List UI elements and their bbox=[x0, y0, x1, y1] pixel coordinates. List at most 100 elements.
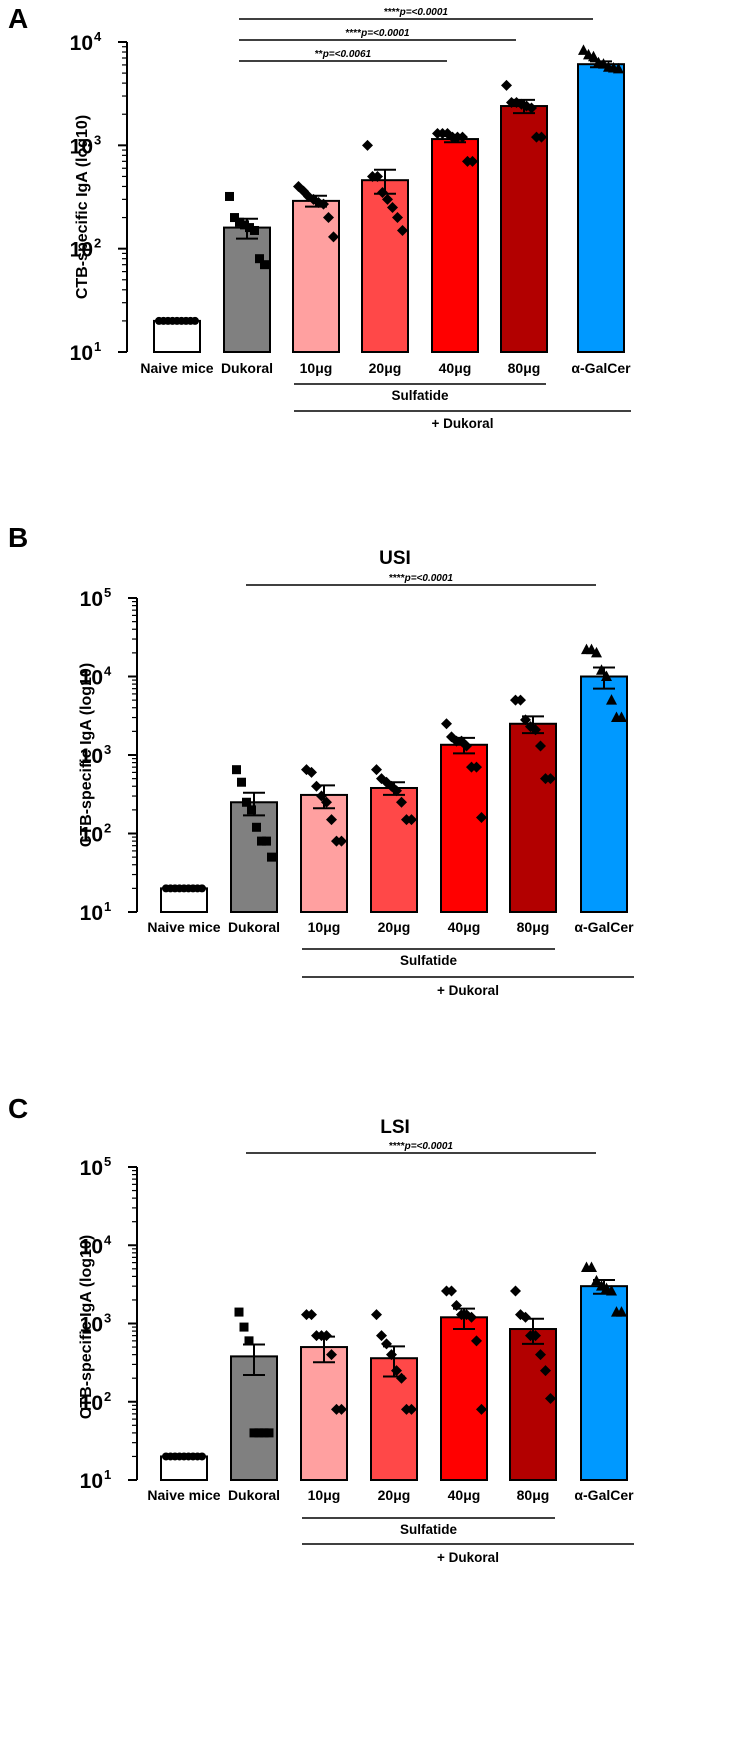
data-point bbox=[254, 1428, 264, 1438]
category-label: 80μg bbox=[517, 919, 550, 935]
significance-label: ****p=<0.0001 bbox=[346, 28, 410, 39]
data-point bbox=[381, 1338, 392, 1350]
y-tick-exponent: 2 bbox=[94, 236, 101, 251]
y-tick-label: 10 bbox=[70, 239, 93, 262]
category-label: Dukoral bbox=[228, 1487, 280, 1503]
data-point bbox=[386, 1349, 397, 1361]
y-tick-label: 10 bbox=[80, 1235, 103, 1258]
significance-p: p=<0.0001 bbox=[404, 573, 454, 584]
bar bbox=[509, 722, 557, 914]
panel-letter: A bbox=[8, 3, 28, 34]
data-point bbox=[225, 191, 234, 201]
category-label: 20μg bbox=[378, 919, 411, 935]
data-point bbox=[501, 79, 512, 91]
category-label: 20μg bbox=[369, 360, 402, 376]
category-labels: Naive mice Dukoral 10μg 20μg 40μg 80μg α-GalCe… bbox=[147, 919, 634, 935]
category-label: 40μg bbox=[448, 919, 481, 935]
data-point bbox=[259, 1428, 269, 1438]
panel-a: A CTB-specific IgA (log10) ****p=<0.0001… bbox=[8, 3, 631, 431]
data-point bbox=[526, 102, 537, 114]
data-point bbox=[530, 724, 541, 736]
y-axis-label: CTB-specific IgA (log10) bbox=[78, 1235, 95, 1419]
bar bbox=[500, 105, 548, 353]
y-tick-exponent: 3 bbox=[104, 1311, 111, 1326]
y-tick-exponent: 4 bbox=[104, 664, 112, 679]
bar bbox=[223, 226, 271, 353]
data-point bbox=[545, 773, 556, 785]
data-point bbox=[247, 805, 256, 815]
category-label: 80μg bbox=[517, 1487, 550, 1503]
data-point bbox=[467, 155, 478, 167]
category-label: 40μg bbox=[448, 1487, 481, 1503]
y-axis-label: CTB-specific IgA (log10) bbox=[78, 663, 95, 847]
data-point bbox=[336, 835, 347, 847]
data-point bbox=[198, 1452, 206, 1461]
data-point bbox=[237, 777, 246, 787]
data-point bbox=[535, 740, 546, 752]
data-point bbox=[323, 212, 334, 224]
y-tick-exponent: 3 bbox=[94, 132, 101, 147]
data-point bbox=[245, 223, 254, 233]
plus-dukoral-label: + Dukoral bbox=[437, 983, 499, 998]
error-bars-group bbox=[243, 666, 615, 817]
bar bbox=[440, 743, 488, 913]
y-tick-exponent: 5 bbox=[104, 1154, 111, 1169]
data-point bbox=[387, 202, 398, 214]
data-point bbox=[316, 790, 327, 802]
data-point bbox=[244, 1336, 254, 1346]
category-label: 80μg bbox=[508, 360, 541, 376]
y-tick-label: 10 bbox=[70, 32, 93, 55]
y-tick-label: 10 bbox=[80, 745, 103, 768]
data-point bbox=[520, 1311, 531, 1323]
chart-title: USI bbox=[379, 548, 411, 569]
data-point bbox=[252, 822, 261, 832]
category-labels: Naive mice Dukoral 10μg 20μg 40μg 80μg α-GalCe… bbox=[147, 1487, 634, 1503]
significance-group: ****p=<0.0001 bbox=[246, 573, 596, 586]
data-point bbox=[591, 1274, 602, 1286]
bar bbox=[361, 179, 409, 353]
points-group bbox=[162, 1261, 627, 1461]
significance-p: p=<0.0001 bbox=[360, 28, 410, 39]
bar bbox=[440, 1316, 488, 1482]
data-point bbox=[306, 766, 317, 778]
y-tick-exponent: 1 bbox=[94, 339, 101, 354]
y-tick-label: 10 bbox=[80, 667, 103, 690]
category-label: Naive mice bbox=[140, 360, 213, 376]
significance-label: ****p=<0.0001 bbox=[384, 7, 448, 18]
data-point bbox=[376, 1330, 387, 1342]
data-point bbox=[606, 1285, 617, 1296]
data-point bbox=[235, 217, 244, 227]
data-point bbox=[530, 1330, 541, 1342]
y-tick-label: 10 bbox=[80, 824, 103, 847]
category-label: Dukoral bbox=[221, 360, 273, 376]
data-point bbox=[578, 44, 589, 55]
plus-dukoral-label: + Dukoral bbox=[437, 1550, 499, 1565]
data-point bbox=[262, 836, 271, 846]
significance-stars: **** bbox=[346, 28, 362, 39]
category-label: α-GalCer bbox=[574, 1487, 634, 1503]
panel-letter: C bbox=[8, 1093, 28, 1124]
y-tick-exponent: 3 bbox=[104, 742, 111, 757]
data-point bbox=[545, 1393, 556, 1405]
data-point bbox=[234, 1307, 244, 1317]
y-tick-label: 10 bbox=[80, 1157, 103, 1180]
bar bbox=[300, 793, 348, 913]
significance-group: ****p=<0.0001****p=<0.0001**p=<0.0061 bbox=[239, 7, 593, 62]
data-point bbox=[471, 761, 482, 773]
category-label: Naive mice bbox=[147, 919, 220, 935]
data-point bbox=[250, 225, 259, 235]
significance-p: p=<0.0061 bbox=[322, 49, 372, 60]
data-point bbox=[257, 836, 266, 846]
data-point bbox=[191, 316, 199, 325]
category-label: Dukoral bbox=[228, 919, 280, 935]
category-label: α-GalCer bbox=[574, 919, 634, 935]
data-point bbox=[466, 1311, 477, 1323]
y-tick-label: 10 bbox=[80, 1470, 103, 1493]
data-point bbox=[230, 213, 239, 223]
data-point bbox=[476, 811, 487, 823]
points-group bbox=[155, 44, 624, 325]
data-point bbox=[371, 1309, 382, 1321]
